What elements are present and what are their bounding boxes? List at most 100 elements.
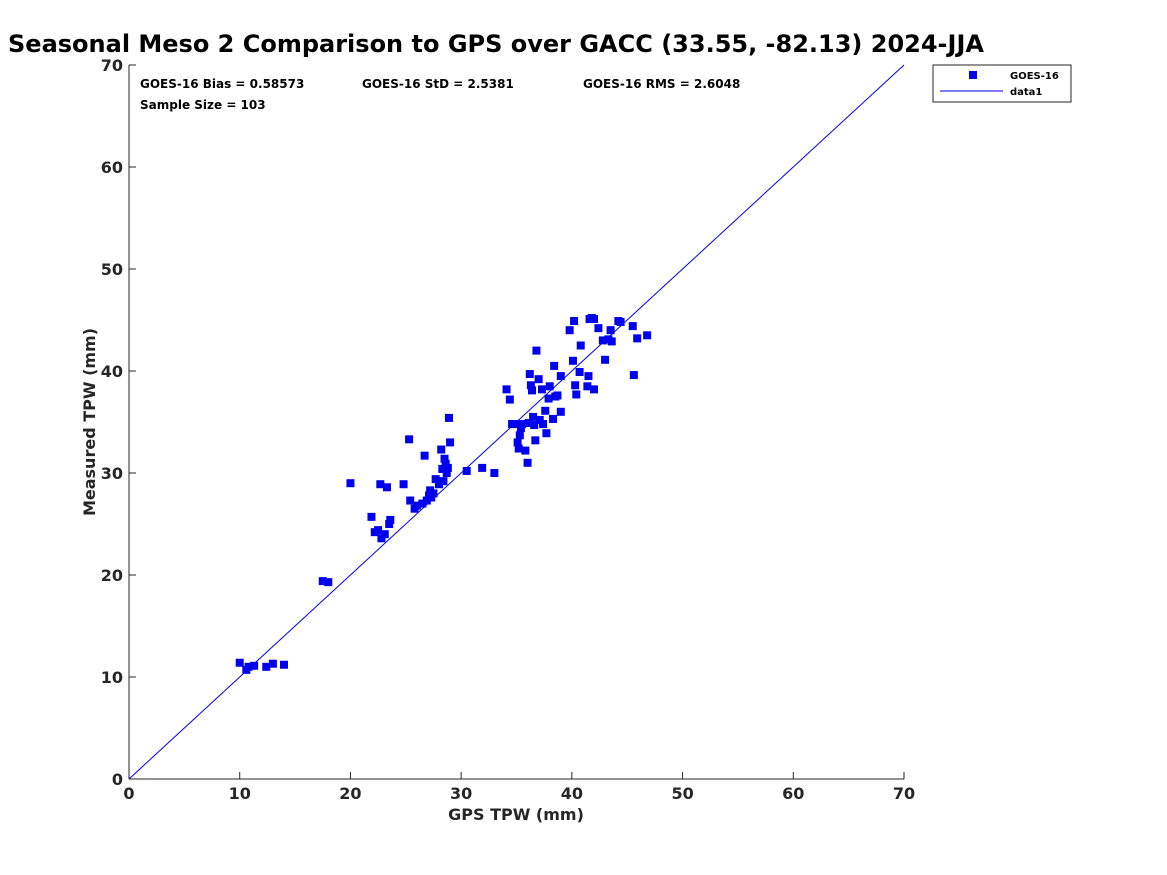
data-point (576, 341, 585, 350)
x-tick-label: 10 (229, 784, 251, 803)
data-point (318, 577, 327, 586)
plot-area: 0 10 20 30 40 50 60 70 0 10 20 30 40 50 60 70 (101, 56, 915, 803)
data-point (380, 530, 389, 539)
x-axis-label: GPS TPW (mm) (448, 805, 584, 824)
y-tick-label: 20 (101, 566, 123, 585)
legend-label-goes16: GOES-16 (1010, 71, 1059, 82)
data-point (530, 421, 539, 430)
stats-annotations: GOES-16 Bias = 0.58573 GOES-16 StD = 2.5… (140, 77, 740, 112)
y-tick-label: 10 (101, 668, 123, 687)
data-point (523, 458, 532, 467)
data-point (550, 361, 559, 370)
x-tick-label: 70 (893, 784, 915, 803)
data-point (598, 336, 607, 345)
data-point (537, 385, 546, 394)
legend-marker-goes16 (969, 71, 977, 79)
data-point (512, 420, 521, 429)
data-point (633, 334, 642, 343)
legend-label-data1: data1 (1010, 87, 1042, 98)
x-tick-label: 30 (450, 784, 472, 803)
data-point (431, 475, 440, 484)
data-point (324, 578, 333, 587)
x-tick-label: 40 (561, 784, 583, 803)
x-tick-label: 0 (123, 784, 134, 803)
data-point (584, 372, 593, 381)
data-point (442, 469, 451, 477)
data-point (346, 479, 355, 488)
legend-box (932, 64, 1072, 103)
data-point (502, 385, 511, 394)
data-point (374, 526, 383, 535)
data-point (607, 337, 616, 346)
data-point (556, 372, 565, 381)
data-point (262, 662, 271, 671)
data-point (441, 459, 450, 468)
y-tick-label: 60 (101, 158, 123, 177)
data-point (544, 394, 553, 403)
data-point (594, 324, 603, 333)
data-point (568, 356, 577, 365)
data-point (418, 499, 427, 508)
data-point (367, 512, 376, 521)
data-point (571, 381, 580, 390)
data-point (412, 501, 421, 510)
data-point (382, 483, 391, 492)
x-ticks: 0 10 20 30 40 50 60 70 (123, 772, 915, 803)
data-point (377, 534, 386, 543)
data-point (515, 431, 524, 440)
data-point (545, 382, 554, 391)
data-point (553, 391, 562, 400)
data-point (570, 317, 579, 326)
data-point (516, 424, 525, 433)
data-point (556, 407, 565, 416)
data-point (526, 381, 535, 390)
data-point (508, 420, 517, 429)
data-point (422, 496, 431, 505)
y-axis-label: Measured TPW (mm) (80, 328, 99, 516)
data-point (572, 390, 581, 399)
data-point (541, 406, 550, 415)
data-point (420, 451, 429, 460)
data-point (549, 414, 558, 423)
data-point (399, 480, 408, 489)
rms-annotation: GOES-16 RMS = 2.6048 (583, 77, 740, 91)
data-point (531, 436, 540, 445)
data-point (280, 660, 288, 669)
y-tick-label: 70 (101, 56, 123, 75)
data-point (244, 662, 253, 671)
data-point (437, 445, 446, 454)
series-points-layer (235, 313, 652, 674)
x-tick-label: 60 (782, 784, 804, 803)
data-point (575, 368, 584, 377)
data-point (629, 371, 638, 380)
data-point (235, 658, 244, 667)
data-point (268, 659, 277, 668)
data-point (385, 520, 394, 528)
data-point (478, 463, 487, 472)
data-point (539, 420, 548, 429)
data-point (590, 314, 598, 323)
data-point (386, 515, 395, 524)
data-point (440, 454, 449, 463)
sample-size-annotation: Sample Size = 103 (140, 98, 266, 112)
data-point (525, 370, 534, 379)
data-point (606, 326, 615, 335)
data-point (443, 463, 452, 472)
data-point (427, 493, 436, 502)
data-point (524, 419, 533, 428)
data-point (444, 413, 453, 422)
data-point (583, 382, 592, 391)
data-point (429, 489, 438, 498)
data-point (376, 480, 385, 489)
data-point (405, 435, 414, 444)
bias-annotation: GOES-16 Bias = 0.58573 (140, 77, 304, 91)
chart-title: Seasonal Meso 2 Comparison to GPS over G… (8, 30, 984, 58)
data-point (446, 438, 455, 447)
data-point (490, 469, 499, 477)
data-point (535, 415, 544, 424)
y-ticks: 0 10 20 30 40 50 60 70 (101, 56, 136, 789)
data-point (601, 355, 610, 364)
data-point (590, 385, 598, 394)
data-point (406, 496, 415, 505)
